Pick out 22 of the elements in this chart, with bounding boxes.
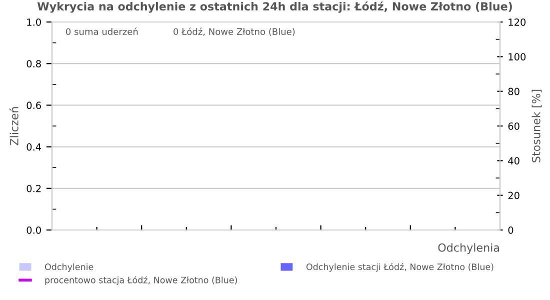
y2-axis-title: Stosunek [%]	[532, 90, 542, 162]
y2-tick-label: 0	[508, 226, 514, 234]
legend-label: procentowo stacja Łódź, Nowe Złotno (Blue)	[45, 276, 237, 286]
y-tick-label: 0.4	[26, 143, 42, 151]
y2-tick-label: 120	[508, 18, 526, 26]
y-tick-label: 0.2	[26, 184, 41, 192]
y-tick-label: 1.0	[27, 18, 41, 26]
chart-title: Wykrycia na odchylenie z ostatnich 24h dla stacji: Łódź, Nowe Złotno (Blue)	[37, 2, 512, 13]
annotation: 0 Łódź, Nowe Złotno (Blue)	[174, 28, 295, 36]
y2-tick-label: 80	[508, 88, 520, 96]
y-tick-label: 0.6	[26, 102, 41, 110]
legend-label: Odchylenie stacji Łódź, Nowe Złotno (Blue)	[306, 263, 494, 272]
legend-label: Odchylenie	[44, 263, 94, 272]
y2-tick-label: 40	[508, 157, 520, 164]
y2-tick-label: 100	[508, 53, 526, 60]
x-axis-title: Odchylenia	[438, 243, 499, 254]
y2-tick-label: 20	[508, 192, 520, 200]
y-axis-title: Zliczeń	[9, 107, 18, 146]
y-tick-label: 0.0	[26, 226, 41, 234]
y-tick-label: 0.8	[26, 60, 41, 68]
annotation: 0 suma uderzeń	[66, 28, 138, 36]
y2-tick-label: 60	[508, 122, 520, 130]
